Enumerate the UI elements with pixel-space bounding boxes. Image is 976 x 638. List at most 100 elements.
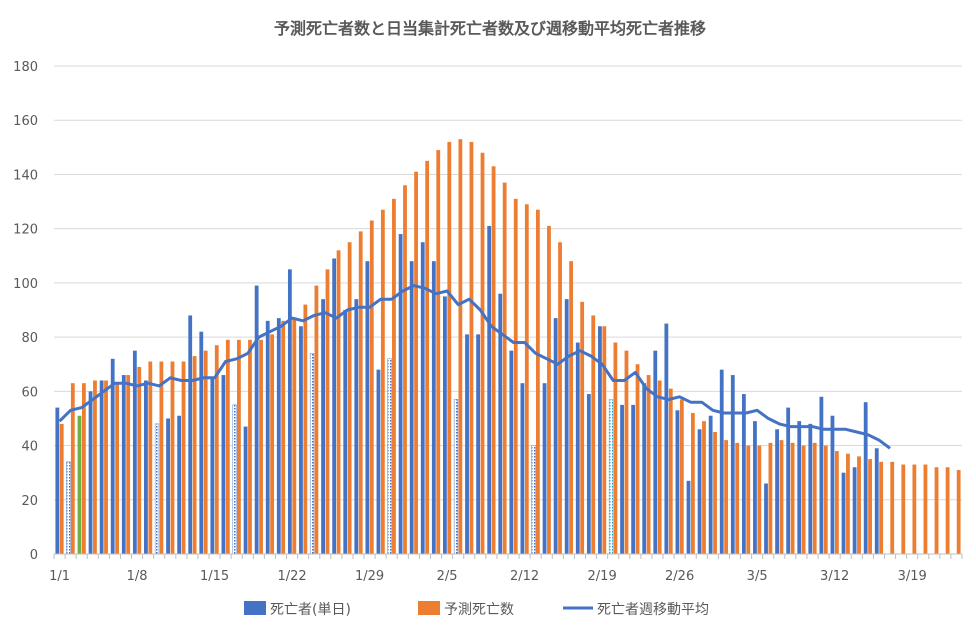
deaths-bar xyxy=(797,421,802,554)
deaths-bar xyxy=(177,415,182,554)
predicted-bar xyxy=(679,399,684,554)
deaths-bar xyxy=(154,423,160,555)
x-tick-label: 2/12 xyxy=(510,569,539,584)
deaths-bar xyxy=(575,342,580,554)
x-tick-label: 1/15 xyxy=(200,569,229,584)
deaths-bar xyxy=(254,285,259,554)
deaths-bar xyxy=(431,261,436,554)
deaths-bar xyxy=(598,326,602,554)
deaths-bar xyxy=(365,261,370,554)
deaths-bar xyxy=(741,394,746,554)
deaths-bar xyxy=(243,426,248,554)
moving-average-polyline xyxy=(58,284,891,450)
legend-label-predicted: 予測死亡数 xyxy=(444,602,514,618)
predicted-bar xyxy=(336,250,341,554)
deaths-bar xyxy=(354,299,359,554)
predicted-bar xyxy=(812,442,817,554)
x-tick-label: 3/19 xyxy=(898,569,927,584)
predicted-bar xyxy=(757,445,762,554)
x-tick-label: 1/1 xyxy=(49,569,70,584)
x-axis: 1/1 1/8 1/15 1/22 1/29 2/5 2/12 2/19 2/26 3/5 3/12… xyxy=(49,553,963,584)
deaths-bar xyxy=(221,375,226,554)
predicted-bar xyxy=(823,445,828,554)
predicted-bar xyxy=(724,440,729,554)
deaths-bar xyxy=(188,315,193,554)
predicted-bar xyxy=(126,375,131,554)
predicted-bar xyxy=(104,380,108,554)
legend-swatch-deaths xyxy=(244,601,266,615)
predicted-bar xyxy=(192,356,197,554)
x-tick-label: 2/26 xyxy=(665,569,694,584)
moving-average-line xyxy=(58,284,891,450)
predicted-bar xyxy=(591,315,596,554)
predicted-bar xyxy=(801,445,806,554)
deaths-bar xyxy=(487,225,492,554)
predicted-bar xyxy=(613,342,618,554)
x-tick-label: 1/29 xyxy=(355,569,384,584)
y-tick-label: 40 xyxy=(21,440,38,455)
deaths-bar xyxy=(453,399,459,555)
deaths-bar xyxy=(620,404,624,554)
predicted-bar xyxy=(447,141,452,554)
legend-label-deaths: 死亡者(単日) xyxy=(270,602,351,618)
predicted-bar xyxy=(425,160,430,554)
y-axis-ticks: 0 20 40 60 80 100 120 140 160 180 xyxy=(13,60,38,563)
deaths-bar xyxy=(653,350,658,554)
deaths-bar xyxy=(553,318,558,554)
deaths-bar xyxy=(387,358,392,555)
predicted-bar xyxy=(358,231,363,554)
y-tick-label: 80 xyxy=(21,331,38,346)
x-tick-label: 3/12 xyxy=(820,569,849,584)
predicted-bar xyxy=(691,413,695,554)
predicted-bar xyxy=(347,242,352,554)
deaths-bar xyxy=(852,467,857,554)
deaths-bar xyxy=(631,404,636,554)
predicted-bar xyxy=(746,445,751,554)
deaths-bar xyxy=(299,326,303,554)
deaths-bar xyxy=(287,269,292,554)
predicted-bar xyxy=(115,383,120,554)
predicted-bar xyxy=(890,461,895,554)
predicted-bar xyxy=(480,152,485,554)
deaths-bar xyxy=(786,407,791,554)
predicted-bar xyxy=(403,185,407,555)
deaths-bar xyxy=(675,410,680,554)
predicted-bar xyxy=(513,198,518,554)
deaths-bar xyxy=(830,415,835,554)
deaths-bar xyxy=(531,445,536,555)
predicted-bar xyxy=(657,380,662,554)
deaths-bar xyxy=(265,320,270,554)
deaths-bar xyxy=(719,369,724,554)
deaths-bar xyxy=(642,383,647,554)
predicted-bar xyxy=(569,261,574,554)
deaths-bar xyxy=(753,421,757,554)
predicted-bar xyxy=(934,467,939,554)
deaths-bar xyxy=(309,353,315,555)
y-tick-label: 20 xyxy=(21,494,38,509)
y-tick-label: 140 xyxy=(13,168,38,183)
predicted-bar xyxy=(502,182,507,555)
deaths-bar xyxy=(199,331,204,554)
deaths-bar xyxy=(498,293,503,554)
deaths-bar xyxy=(166,418,170,554)
predicted-bar xyxy=(956,469,961,554)
predicted-bar xyxy=(735,442,740,554)
deaths-bar xyxy=(730,375,735,554)
predicted-bar xyxy=(148,361,153,554)
deaths-bar xyxy=(564,299,569,554)
y-tick-label: 60 xyxy=(21,385,38,400)
deaths-bar xyxy=(775,429,779,554)
predicted-bar xyxy=(137,366,142,554)
y-tick-label: 180 xyxy=(13,60,38,75)
deaths-bar xyxy=(210,377,215,554)
deaths-bar xyxy=(819,396,824,554)
predicted-bar xyxy=(558,242,562,554)
deaths-bar xyxy=(697,429,702,554)
predicted-bar xyxy=(203,350,208,554)
predicted-bar xyxy=(270,334,275,554)
predicted-bar xyxy=(436,150,441,555)
deaths-bar xyxy=(144,380,148,554)
predicted-bar xyxy=(635,364,640,554)
deaths-bar xyxy=(841,472,846,554)
